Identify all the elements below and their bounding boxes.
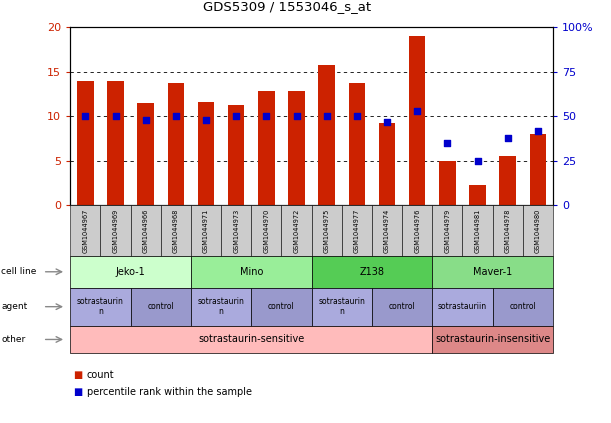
Text: Z138: Z138 — [359, 267, 384, 277]
Text: control: control — [268, 302, 295, 311]
Text: GSM1044979: GSM1044979 — [444, 209, 450, 253]
Point — [111, 113, 120, 120]
Text: control: control — [147, 302, 174, 311]
Point — [322, 113, 332, 120]
Text: ■: ■ — [73, 370, 82, 380]
Text: GSM1044975: GSM1044975 — [324, 209, 330, 253]
Text: Jeko-1: Jeko-1 — [115, 267, 145, 277]
Bar — [137, 103, 154, 205]
Point — [382, 118, 392, 125]
Text: GSM1044978: GSM1044978 — [505, 209, 511, 253]
Bar — [530, 134, 546, 205]
Text: control: control — [510, 302, 536, 311]
Point — [201, 116, 211, 123]
Text: GSM1044971: GSM1044971 — [203, 209, 209, 253]
Point — [141, 116, 150, 123]
Bar — [469, 185, 486, 205]
Text: GSM1044969: GSM1044969 — [112, 209, 119, 253]
Point — [503, 134, 513, 141]
Point — [171, 113, 181, 120]
Text: GSM1044966: GSM1044966 — [143, 209, 148, 253]
Text: GSM1044980: GSM1044980 — [535, 209, 541, 253]
Bar — [409, 36, 425, 205]
Text: agent: agent — [1, 302, 27, 311]
Text: GSM1044972: GSM1044972 — [293, 209, 299, 253]
Bar — [228, 105, 244, 205]
Point — [81, 113, 90, 120]
Text: sotrastaurin
n: sotrastaurin n — [198, 297, 244, 316]
Text: ■: ■ — [73, 387, 82, 397]
Bar — [348, 83, 365, 205]
Text: GSM1044968: GSM1044968 — [173, 209, 179, 253]
Bar — [499, 157, 516, 205]
Text: sotrastauriin: sotrastauriin — [438, 302, 487, 311]
Bar — [288, 91, 305, 205]
Text: sotrastaurin
n: sotrastaurin n — [77, 297, 124, 316]
Point — [291, 113, 301, 120]
Text: percentile rank within the sample: percentile rank within the sample — [87, 387, 252, 397]
Point — [352, 113, 362, 120]
Bar — [258, 91, 275, 205]
Text: control: control — [389, 302, 415, 311]
Text: sotrastaurin-sensitive: sotrastaurin-sensitive — [198, 335, 304, 344]
Text: sotrastaurin-insensitive: sotrastaurin-insensitive — [435, 335, 551, 344]
Point — [442, 140, 452, 146]
Text: GSM1044981: GSM1044981 — [475, 209, 480, 253]
Bar — [379, 123, 395, 205]
Text: GSM1044973: GSM1044973 — [233, 209, 239, 253]
Point — [232, 113, 241, 120]
Bar — [439, 161, 456, 205]
Text: GSM1044967: GSM1044967 — [82, 209, 89, 253]
Text: cell line: cell line — [1, 267, 37, 276]
Text: sotrastaurin
n: sotrastaurin n — [318, 297, 365, 316]
Point — [262, 113, 271, 120]
Bar — [198, 102, 214, 205]
Text: GSM1044974: GSM1044974 — [384, 209, 390, 253]
Text: GSM1044977: GSM1044977 — [354, 209, 360, 253]
Text: other: other — [1, 335, 26, 344]
Bar — [167, 83, 184, 205]
Text: GSM1044970: GSM1044970 — [263, 209, 269, 253]
Text: count: count — [87, 370, 114, 380]
Bar — [318, 65, 335, 205]
Text: Maver-1: Maver-1 — [473, 267, 512, 277]
Point — [533, 127, 543, 134]
Text: GDS5309 / 1553046_s_at: GDS5309 / 1553046_s_at — [203, 0, 371, 13]
Bar — [107, 81, 124, 205]
Text: GSM1044976: GSM1044976 — [414, 209, 420, 253]
Text: Mino: Mino — [240, 267, 263, 277]
Bar — [77, 81, 93, 205]
Point — [412, 107, 422, 114]
Point — [473, 157, 483, 164]
